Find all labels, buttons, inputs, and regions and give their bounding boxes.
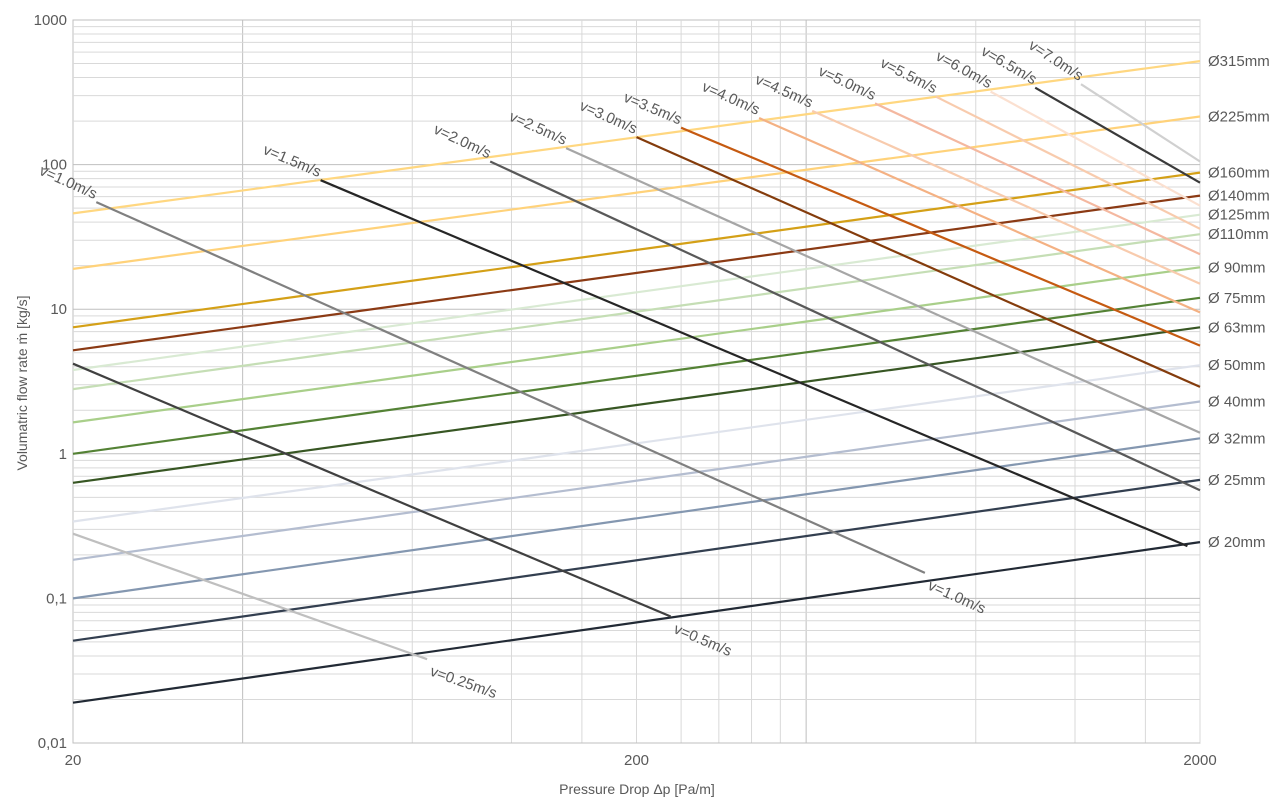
velocity-line	[680, 126, 1201, 347]
diameter-line	[72, 478, 1201, 642]
x-tick-label: 200	[624, 752, 649, 769]
velocity-line	[72, 532, 428, 661]
diameter-label: Ø140mm	[1208, 188, 1270, 205]
diameter-line	[72, 541, 1201, 704]
y-tick-label: 100	[42, 157, 67, 174]
diameter-label: Ø315mm	[1208, 53, 1270, 70]
velocity-line	[1034, 86, 1201, 184]
diameter-line	[72, 437, 1201, 600]
diameter-line	[72, 213, 1201, 372]
diameter-line	[72, 194, 1201, 352]
x-tick-label: 2000	[1183, 752, 1216, 769]
diameter-label: Ø160mm	[1208, 165, 1270, 182]
diameter-line	[72, 233, 1201, 391]
diameter-label: Ø 50mm	[1208, 357, 1266, 374]
diameter-label: Ø110mm	[1208, 226, 1269, 243]
y-tick-label: 1000	[34, 12, 67, 29]
y-tick-label: 10	[50, 301, 67, 318]
diameter-label: Ø125mm	[1208, 207, 1270, 224]
diameter-label: Ø 40mm	[1208, 393, 1266, 410]
diameter-line	[72, 400, 1201, 561]
diameter-line	[72, 115, 1201, 270]
diameter-label: Ø225mm	[1208, 109, 1270, 126]
velocity-line	[320, 179, 1188, 548]
velocity-line	[811, 109, 1201, 285]
diameter-label: Ø 63mm	[1208, 319, 1266, 336]
velocity-line	[758, 116, 1201, 314]
diameter-line	[72, 171, 1201, 329]
diameter-line	[72, 296, 1201, 455]
diameter-line	[72, 326, 1201, 484]
diameter-label: Ø 25mm	[1208, 472, 1266, 489]
velocity-line	[95, 201, 926, 574]
velocity-line	[636, 136, 1201, 388]
y-tick-label: 0,01	[38, 735, 67, 752]
diameter-label: Ø 75mm	[1208, 290, 1266, 307]
diameter-label: Ø 32mm	[1208, 430, 1266, 447]
velocity-line	[935, 95, 1201, 230]
tick-layer: 20 200 2000 1000 100 10 1 0,1 0,01	[34, 12, 1217, 769]
velocity-line	[489, 160, 1201, 492]
diameter-label: Ø 20mm	[1208, 534, 1266, 551]
x-tick-label: 20	[65, 752, 82, 769]
y-tick-label: 0,1	[46, 590, 67, 607]
series-layer	[72, 60, 1201, 704]
x-axis-label: Pressure Drop Δp [Pa/m]	[559, 781, 715, 797]
diameter-label: Ø 90mm	[1208, 259, 1266, 276]
velocity-line	[874, 102, 1201, 256]
y-tick-label: 1	[59, 446, 67, 463]
velocity-line	[565, 147, 1201, 434]
diameter-line	[72, 266, 1201, 424]
velocity-line	[72, 362, 672, 618]
y-axis-label: Volumatric flow rate ṁ [kg/s]	[14, 295, 30, 470]
velocity-line	[1080, 83, 1201, 163]
velocity-line	[990, 90, 1201, 207]
